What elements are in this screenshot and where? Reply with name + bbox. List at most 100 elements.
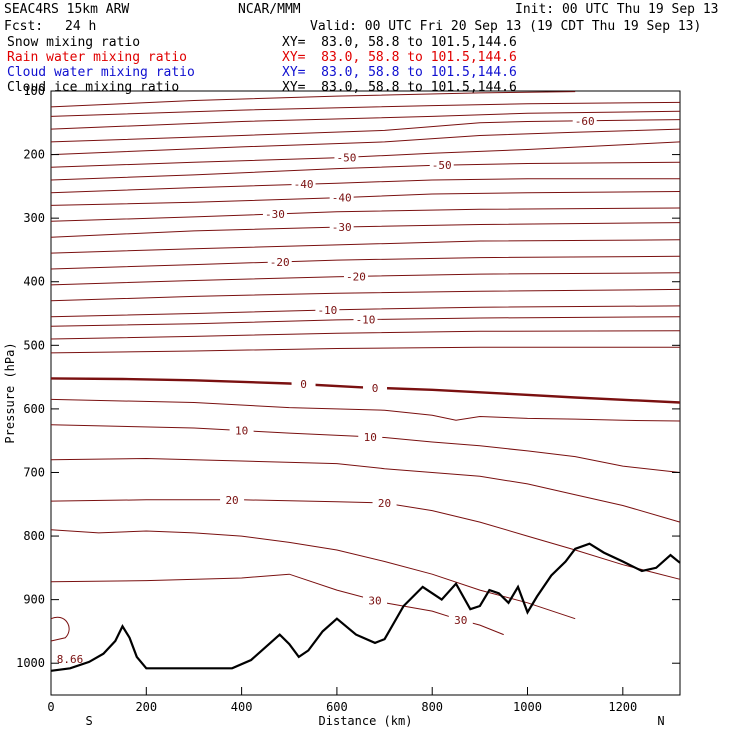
isotherm-label: -40	[332, 192, 352, 205]
valid-time: Valid: 00 UTC Fri 20 Sep 13 (19 CDT Thu …	[310, 19, 702, 34]
legend-xy: XY= 83.0, 58.8 to 101.5,144.6	[282, 65, 517, 80]
isotherm-line	[50, 141, 681, 168]
isotherm-label: 10	[235, 425, 248, 438]
isotherm-label: 0	[372, 382, 379, 395]
isotherm-label-bg	[372, 496, 397, 509]
isotherm-label-bg	[315, 303, 340, 316]
x-tick-label: 800	[421, 700, 443, 714]
x-tick-label: 600	[326, 700, 348, 714]
isotherm-label: -10	[317, 304, 337, 317]
isotherm-label: 20	[378, 497, 391, 510]
endpoint-left-label: S	[86, 714, 93, 728]
org-title: NCAR/MMM	[238, 2, 301, 17]
terrain-line	[50, 542, 681, 672]
legend-xy: XY= 83.0, 58.8 to 101.5,144.6	[282, 50, 517, 65]
isotherm-label-bg	[329, 220, 354, 233]
isotherm-label: -20	[346, 270, 366, 283]
isotherm-label-bg	[329, 191, 354, 204]
isotherm-label: -30	[332, 221, 352, 234]
isotherm-label-bg	[448, 613, 473, 626]
legend-xy: XY= 83.0, 58.8 to 101.5,144.6	[282, 35, 517, 50]
isotherm-label-bg	[334, 151, 359, 164]
isotherm-label-bg	[291, 178, 316, 191]
isotherm-line	[50, 457, 681, 523]
isotherm-line	[50, 207, 681, 222]
isotherm-line	[50, 161, 681, 181]
y-tick-label: 100	[23, 84, 45, 98]
isotherm-line	[50, 101, 681, 117]
isotherm-label-bg	[358, 430, 383, 443]
isotherm-label-bg	[291, 378, 316, 391]
isotherm-label-bg	[229, 424, 254, 437]
x-tick-label: 200	[135, 700, 157, 714]
isotherm-label: 30	[368, 594, 381, 607]
isotherm-line	[50, 255, 681, 270]
isotherm-line	[50, 272, 681, 286]
isotherm-label-bg	[363, 381, 388, 394]
isotherm-line	[50, 377, 681, 404]
isotherm-label: -60	[575, 115, 595, 128]
fcst-label: Fcst:	[4, 19, 44, 34]
endpoint-right-label: N	[657, 714, 664, 728]
isotherm-label: -20	[270, 256, 290, 269]
isotherm-label: 20	[225, 494, 238, 507]
isotherm-line	[50, 529, 576, 620]
y-tick-label: 500	[23, 338, 45, 352]
isotherm-line	[50, 119, 681, 143]
isotherm-label-bg	[262, 208, 287, 221]
isotherm-label: 0	[300, 378, 307, 391]
isotherm-label-bg	[220, 493, 245, 506]
isotherm-label: -40	[294, 178, 314, 191]
isotherm-line	[50, 398, 681, 422]
fcst-value: 24 h	[65, 19, 97, 34]
isotherm-label: -50	[432, 159, 452, 172]
isotherm-line	[50, 91, 576, 108]
y-axis-label: Pressure (hPa)	[3, 342, 17, 443]
y-tick-label: 700	[23, 465, 45, 479]
isotherm-label: -50	[337, 151, 357, 164]
isotherm-line	[50, 346, 680, 354]
isotherm-line	[50, 316, 681, 327]
isotherm-line	[50, 128, 681, 156]
isotherm-line	[50, 573, 504, 636]
isotherm-label-bg	[363, 594, 388, 607]
isotherm-line	[50, 288, 681, 302]
y-tick-label: 600	[23, 402, 45, 416]
isotherm-line	[50, 616, 70, 642]
x-tick-label: 1200	[608, 700, 637, 714]
isotherm-line	[50, 178, 680, 194]
plot-frame	[50, 90, 681, 696]
y-tick-label: 1000	[16, 656, 45, 670]
isotherm-line	[50, 110, 681, 130]
model-title: SEAC4RS 15km ARW	[4, 2, 130, 17]
isotherm-label: 10	[364, 431, 377, 444]
isotherm-label-bg	[429, 159, 454, 172]
y-tick-label: 200	[23, 148, 45, 162]
y-tick-label: 800	[23, 529, 45, 543]
x-tick-label: 1000	[513, 700, 542, 714]
isotherm-line	[50, 499, 681, 580]
legend-label: Cloud water mixing ratio	[7, 65, 195, 80]
legend-label: Rain water mixing ratio	[7, 50, 188, 65]
isotherm-label: 30	[454, 614, 467, 627]
isotherm-label-bg	[267, 255, 292, 268]
isotherm-line	[50, 222, 681, 238]
x-tick-label: 0	[47, 700, 54, 714]
isotherm-label: -30	[265, 208, 285, 221]
legend-label: Snow mixing ratio	[7, 35, 141, 50]
x-axis-label: Distance (km)	[319, 714, 413, 728]
y-tick-label: 300	[23, 211, 45, 225]
y-tick-label: 400	[23, 275, 45, 289]
y-tick-label: 900	[23, 593, 45, 607]
isotherm-label-bg	[572, 114, 597, 127]
init-time: Init: 00 UTC Thu 19 Sep 13	[515, 2, 719, 17]
isotherm-line	[50, 239, 681, 254]
annotation-label: 8.66	[57, 653, 84, 666]
isotherm-line	[50, 330, 681, 340]
x-tick-label: 400	[231, 700, 253, 714]
isotherm-label: -10	[356, 314, 376, 327]
isotherm-label-bg	[343, 270, 368, 283]
isotherm-label-bg	[353, 313, 378, 326]
isotherm-line	[50, 191, 681, 206]
